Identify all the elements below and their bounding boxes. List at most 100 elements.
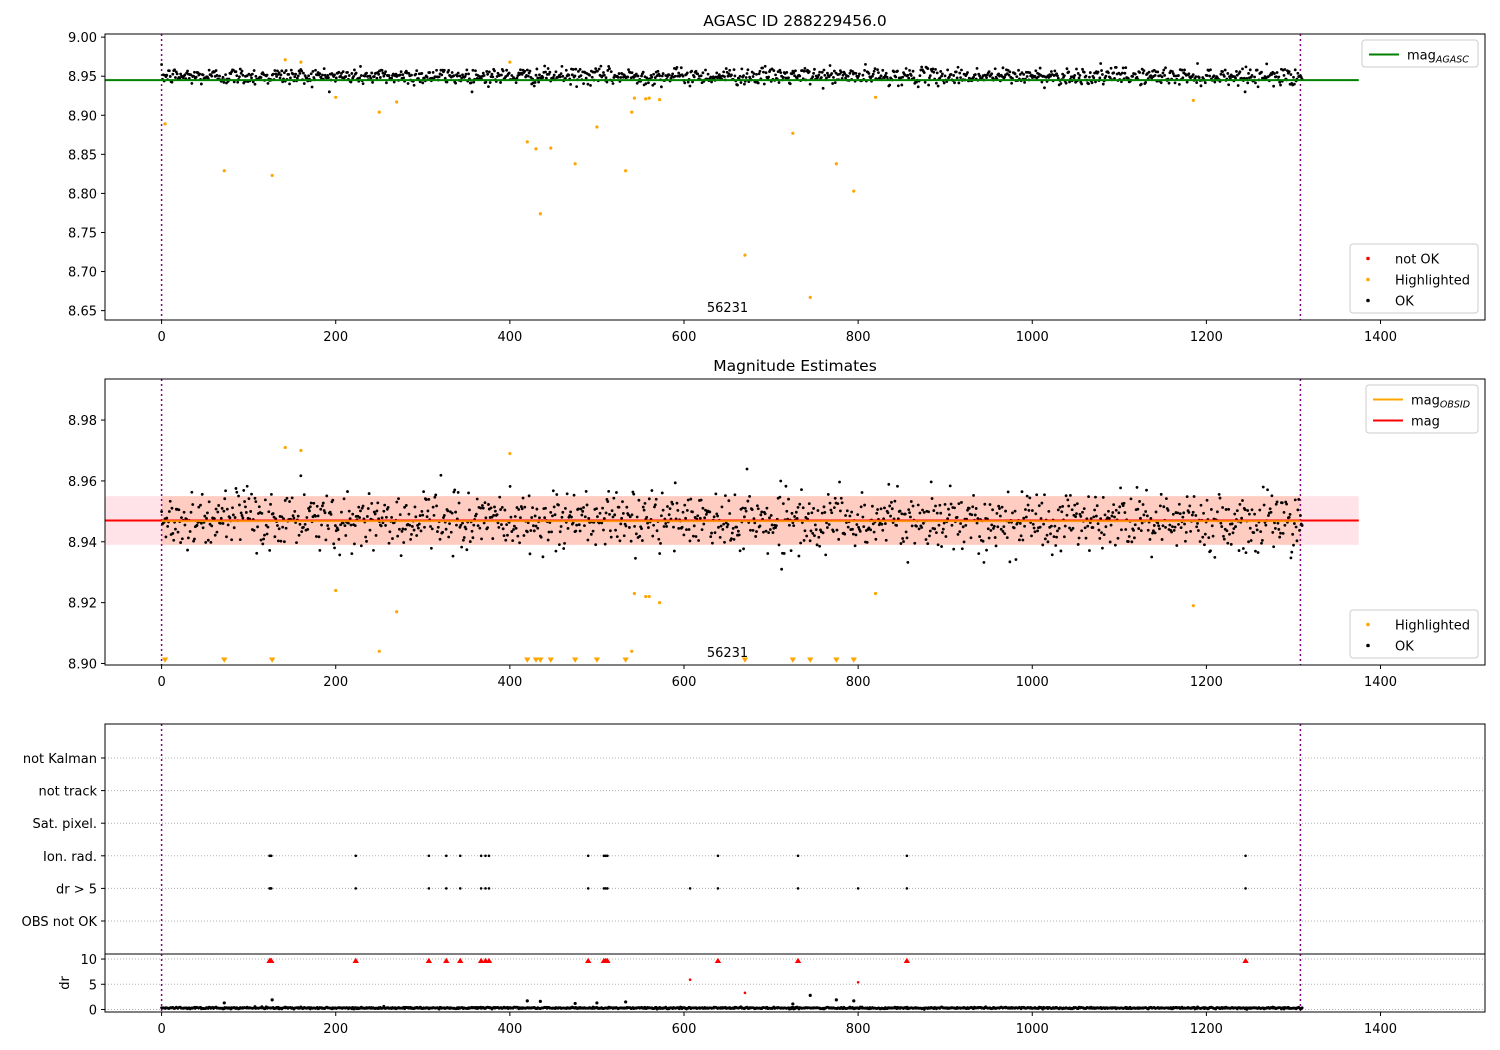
ok-point — [288, 500, 291, 503]
ok-point — [810, 511, 814, 515]
ok-point — [619, 522, 623, 526]
ok-point — [513, 515, 517, 518]
ok-point — [637, 498, 641, 502]
ok-point — [500, 73, 503, 77]
dr-point — [791, 1002, 795, 1006]
ok-point — [321, 73, 324, 77]
ok-point — [235, 74, 239, 78]
ok-point — [1007, 73, 1011, 77]
ok-point — [848, 71, 852, 75]
ok-point — [652, 72, 656, 76]
below-range-marker — [571, 657, 579, 663]
ok-point — [505, 68, 509, 72]
ok-point — [820, 70, 824, 74]
highlighted-point — [647, 594, 651, 599]
ok-point — [528, 552, 532, 556]
dr-clipped-marker — [604, 957, 611, 964]
ok-point — [861, 73, 865, 77]
ok-point — [421, 513, 425, 517]
ok-point — [743, 82, 746, 86]
ok-point — [209, 540, 213, 544]
ok-point — [798, 502, 802, 506]
ok-point — [539, 535, 543, 539]
ok-point — [1238, 502, 1242, 506]
ok-point — [489, 506, 493, 510]
ok-point — [186, 536, 190, 540]
ok-point — [647, 81, 650, 85]
ok-point — [1234, 525, 1237, 528]
ok-point — [560, 515, 564, 519]
ok-point — [380, 69, 384, 72]
ok-point — [943, 503, 947, 506]
ok-point — [170, 80, 174, 84]
ok-point — [1277, 528, 1281, 531]
ok-point — [493, 505, 496, 509]
ok-point — [274, 517, 278, 521]
ok-point — [1260, 70, 1263, 74]
ok-point — [630, 513, 634, 517]
ok-point — [660, 85, 663, 89]
ok-point — [602, 528, 605, 532]
ok-point — [363, 74, 367, 78]
ok-point — [730, 537, 733, 541]
ok-point — [414, 515, 418, 519]
ok-point — [1177, 74, 1180, 77]
ok-point — [341, 70, 345, 73]
ok-point — [1068, 526, 1071, 530]
ok-point — [879, 507, 883, 511]
highlighted-point — [534, 147, 538, 151]
ok-point — [1113, 543, 1117, 547]
ok-point — [1185, 495, 1189, 499]
ok-point — [959, 522, 962, 525]
ok-point — [1108, 540, 1112, 544]
ok-point — [515, 506, 519, 509]
ok-point — [320, 523, 323, 527]
ok-point — [1099, 517, 1103, 521]
ok-point — [1022, 516, 1026, 520]
ok-point — [950, 523, 954, 527]
ok-point — [641, 70, 645, 74]
ok-point — [1063, 524, 1067, 528]
ok-point — [1216, 76, 1219, 80]
ok-point — [813, 67, 816, 71]
ok-point — [518, 541, 521, 545]
ok-point — [937, 523, 941, 527]
ok-point — [1248, 526, 1252, 530]
ok-point — [1256, 85, 1260, 89]
ok-point — [742, 547, 745, 551]
ok-point — [379, 524, 383, 528]
ok-point — [660, 74, 664, 78]
ok-point — [1217, 492, 1221, 496]
x-tick-label: 0 — [157, 330, 165, 345]
dr-clipped-marker — [903, 957, 911, 964]
ok-point — [876, 68, 879, 72]
ok-point — [709, 535, 713, 539]
ok-point — [532, 524, 535, 528]
ok-point — [978, 535, 982, 538]
ok-point — [1096, 522, 1100, 525]
ok-point — [1100, 69, 1103, 72]
ok-point — [564, 68, 568, 72]
ok-point — [546, 538, 550, 542]
ok-point — [1229, 542, 1233, 546]
ok-point — [314, 535, 318, 538]
highlighted-point — [395, 100, 399, 104]
ok-point — [359, 509, 362, 513]
ok-point — [599, 64, 603, 68]
ok-point — [646, 521, 649, 525]
ok-point — [538, 73, 541, 77]
ok-point — [708, 510, 712, 514]
ok-point — [1188, 504, 1192, 508]
ok-point — [290, 496, 294, 500]
legend-label: not OK — [1395, 253, 1440, 268]
ok-point — [447, 68, 451, 72]
ok-point — [213, 533, 217, 537]
ok-point — [332, 542, 336, 546]
ok-point — [1008, 70, 1012, 74]
ok-point — [906, 73, 910, 77]
ok-point — [1082, 507, 1086, 511]
ok-point — [764, 529, 768, 533]
ok-point — [1031, 522, 1035, 526]
ok-point — [1070, 508, 1074, 512]
